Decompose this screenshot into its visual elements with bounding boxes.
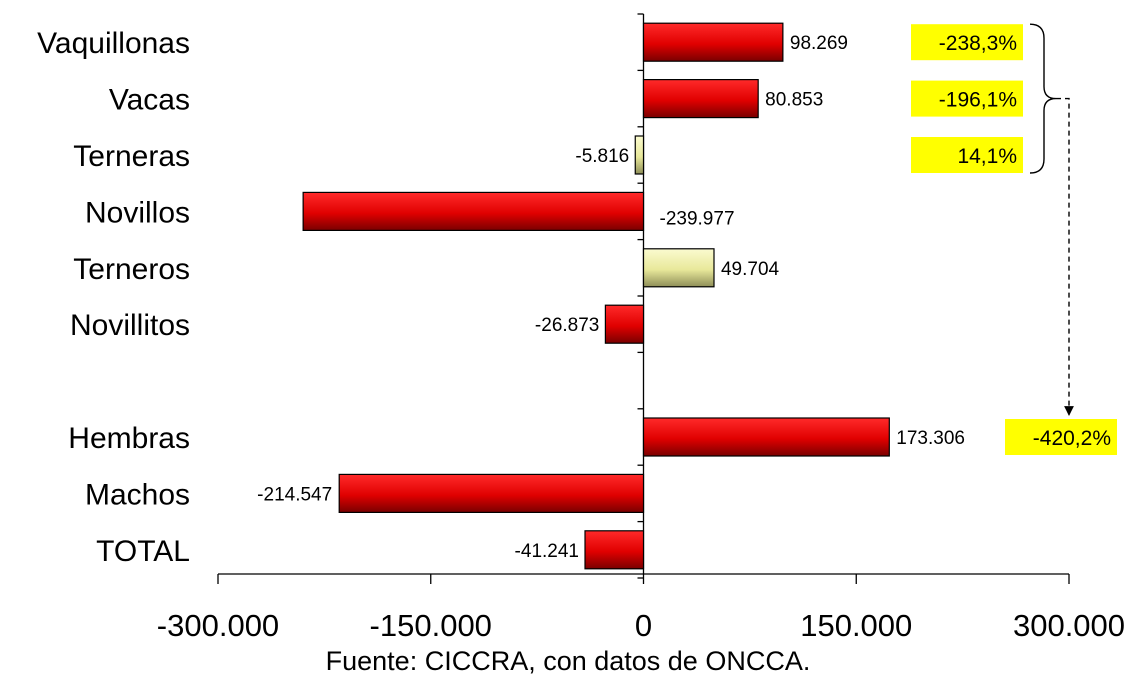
value-label: 173.306 [896,428,965,449]
annotations: -238,3% -196,1% 14,1% -420,2% [911,23,1117,455]
category-label: Hembras [68,422,190,455]
x-tick-label: 0 [635,608,652,643]
category-label: Terneros [73,253,190,286]
category-label: Novillos [85,196,190,229]
annotation-label: 14,1% [957,145,1017,168]
annotation-box [911,137,1023,173]
category-label: Vacas [109,84,190,117]
axes: -300.000 -150.000 0 150.000 300.000 Vaquillon… [37,13,1125,643]
annotation-box [1005,419,1117,455]
value-label: -5.816 [575,146,629,167]
annotation-label: -196,1% [939,89,1017,112]
category-label: Terneras [73,140,190,173]
source-note: Fuente: CICCRA, con datos de ONCCA. [325,646,811,676]
bar [642,78,759,119]
bar [642,417,890,457]
dashed-arrow [1056,97,1074,416]
value-label: -26.873 [535,315,599,336]
annotation-box [911,24,1023,61]
bar [642,248,715,288]
bar [634,135,645,175]
bar [604,304,645,344]
category-label: Novillitos [70,309,190,342]
value-label: 98.269 [790,33,848,54]
value-label: -41.241 [515,541,579,562]
bar [338,473,645,513]
brace [1029,23,1057,174]
value-label: 49.704 [721,259,780,280]
bar-chart: -300.000 -150.000 0 150.000 300.000 Vaquillon… [37,13,1125,643]
bar [302,191,645,231]
category-label: Machos [85,478,190,511]
annotation-box [911,80,1023,117]
value-label: -214.547 [257,484,332,505]
category-label: TOTAL [96,535,190,568]
category-label: Vaquillonas [37,27,190,60]
bar [584,530,645,570]
annotation-label: -238,3% [939,32,1017,55]
bar [642,22,784,62]
x-tick-label: 150.000 [800,608,912,643]
value-label: 80.853 [765,90,823,111]
x-tick-label: -150.000 [370,608,492,643]
annotation-label: -420,2% [1033,427,1111,450]
bars: 98.269 80.853 -5.816 -239.977 49.704 -26.873 1… [257,22,965,570]
x-tick-label: -300.000 [157,608,279,643]
x-tick-label: 300.000 [1013,608,1125,643]
value-label: -239.977 [660,208,735,229]
